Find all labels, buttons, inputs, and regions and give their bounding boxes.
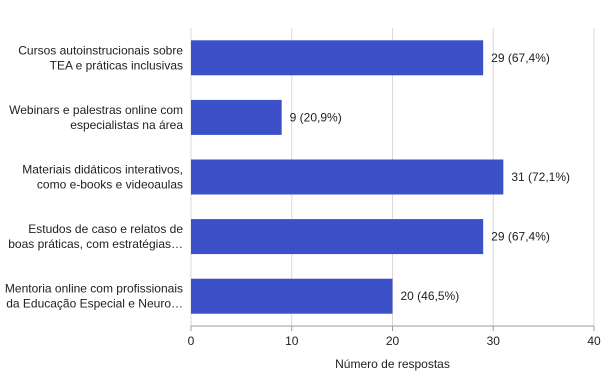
data-label: 29 (67,4%) bbox=[491, 51, 550, 65]
category-label: Materiais didáticos interativos, como e-b… bbox=[22, 163, 183, 192]
category-label-line: Mentoria online com profissionais bbox=[5, 282, 183, 296]
data-label: 9 (20,9%) bbox=[290, 110, 342, 124]
category-label-line: da Educação Especial e Neuro… bbox=[6, 297, 183, 311]
category-label-line: como e-books e videoaulas bbox=[37, 178, 183, 192]
category-label: Estudos de caso e relatos de boas prática… bbox=[8, 222, 183, 251]
category-label: Mentoria online com profissionais da Educ… bbox=[5, 282, 183, 311]
category-label-line: Estudos de caso e relatos de bbox=[28, 222, 183, 236]
x-tick-label: 0 bbox=[188, 334, 195, 348]
data-label: 31 (72,1%) bbox=[511, 170, 570, 184]
bar bbox=[191, 219, 484, 255]
bar bbox=[191, 99, 282, 135]
category-label-line: Webinars e palestras online com bbox=[9, 103, 183, 117]
category-label: Cursos autoinstrucionais sobre TEA e prát… bbox=[18, 43, 183, 72]
category-label-line: TEA e práticas inclusivas bbox=[50, 58, 183, 72]
data-label: 29 (67,4%) bbox=[491, 230, 550, 244]
bars: 29 (67,4%) 9 (20,9%) 31 (72,1%) 29 (67,4%) 2… bbox=[191, 40, 570, 314]
x-axis: 0 10 20 30 40 bbox=[188, 325, 601, 348]
x-tick-label: 40 bbox=[587, 334, 601, 348]
category-label-line: Cursos autoinstrucionais sobre bbox=[18, 43, 183, 57]
category-label: Webinars e palestras online com especiali… bbox=[9, 103, 183, 132]
category-label-line: Materiais didáticos interativos, bbox=[22, 163, 183, 177]
x-tick-label: 30 bbox=[487, 334, 501, 348]
bar bbox=[191, 159, 504, 195]
x-tick-label: 20 bbox=[386, 334, 400, 348]
x-axis-title: Número de respostas bbox=[335, 357, 450, 371]
bar bbox=[191, 40, 484, 76]
category-label-line: boas práticas, com estratégias… bbox=[8, 237, 183, 251]
x-tick-label: 10 bbox=[285, 334, 299, 348]
category-labels: Cursos autoinstrucionais sobre TEA e prát… bbox=[5, 43, 183, 310]
data-label: 20 (46,5%) bbox=[401, 289, 460, 303]
category-label-line: especialistas na área bbox=[70, 118, 183, 132]
bar bbox=[191, 278, 393, 314]
